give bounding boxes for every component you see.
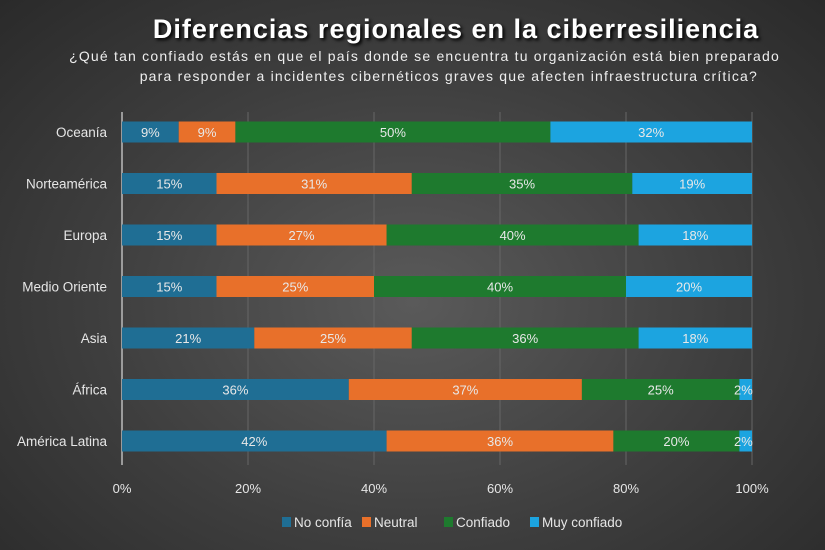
bar-segment (122, 276, 217, 297)
data-label: 25% (282, 280, 308, 295)
data-label: 9% (141, 125, 160, 140)
data-label: 18% (682, 331, 708, 346)
legend-label: Confiado (456, 515, 510, 530)
bar-segment (122, 430, 387, 452)
y-category-label: Medio Oriente (22, 280, 107, 295)
data-label: 36% (512, 331, 538, 346)
data-label: 35% (509, 177, 535, 192)
bar-segment (626, 276, 752, 297)
data-label: 20% (676, 280, 702, 295)
legend-label: No confía (294, 515, 352, 530)
legend-item-confiado: Confiado (444, 515, 510, 530)
x-tick-label: 20% (235, 481, 261, 496)
bar-segment (632, 173, 752, 194)
data-label: 20% (663, 434, 689, 449)
data-label: 19% (679, 177, 705, 192)
bar-segment (122, 224, 217, 246)
y-category-label: Oceanía (56, 125, 108, 140)
data-label: 2% (734, 383, 753, 398)
bar-segment (374, 276, 626, 297)
bar-segment (122, 379, 349, 400)
data-label: 15% (156, 280, 182, 295)
bar-segment (386, 224, 639, 246)
data-label: 40% (487, 280, 513, 295)
x-tick-label: 80% (613, 481, 639, 496)
legend-label: Muy confiado (542, 515, 622, 530)
bar-segment (216, 173, 412, 194)
data-label: 2% (734, 434, 753, 449)
data-label: 9% (198, 125, 217, 140)
legend-swatch (362, 517, 371, 527)
bar-segment (739, 430, 752, 452)
chart-title: Diferencias regionales en la ciberresili… (152, 14, 760, 44)
data-label: 37% (452, 383, 478, 398)
legend-item-muy-confiado: Muy confiado (530, 515, 622, 530)
legend-swatch (530, 517, 539, 527)
bar-segment (254, 327, 412, 349)
bar-segment (235, 121, 551, 143)
y-category-label: Europa (63, 228, 107, 243)
data-label: 50% (380, 125, 406, 140)
x-tick-label: 60% (487, 481, 513, 496)
y-category-label: Norteamérica (26, 177, 108, 192)
legend-item-neutral: Neutral (362, 515, 418, 530)
bar-segment (348, 379, 582, 400)
data-label: 42% (241, 434, 267, 449)
data-label: 18% (682, 228, 708, 243)
legend-item-no-confía: No confía (282, 515, 352, 530)
bar-segment (122, 173, 217, 194)
bar-segment (638, 224, 752, 246)
y-category-label: Asia (81, 331, 108, 346)
x-tick-label: 40% (361, 481, 387, 496)
legend-label: Neutral (374, 515, 418, 530)
legend-swatch (444, 517, 453, 527)
data-label: 21% (175, 331, 201, 346)
bar-segment (581, 379, 740, 400)
legend-swatch (282, 517, 291, 527)
bar-segment (638, 327, 752, 349)
data-label: 36% (222, 383, 248, 398)
bar-segment (739, 379, 752, 400)
bar-segment (216, 276, 374, 297)
bar-segment (122, 327, 255, 349)
chart-subtitle-line-2: para responder a incidentes cibernéticos… (139, 68, 758, 84)
data-label: 25% (648, 383, 674, 398)
data-label: 25% (320, 331, 346, 346)
y-category-label: América Latina (17, 434, 108, 449)
data-label: 40% (500, 228, 526, 243)
x-tick-label: 100% (735, 481, 769, 496)
y-category-label: África (72, 383, 107, 398)
bar-segment (411, 327, 639, 349)
data-label: 31% (301, 177, 327, 192)
bar-segment (178, 121, 236, 143)
x-tick-label: 0% (113, 481, 132, 496)
data-label: 15% (156, 228, 182, 243)
data-label: 15% (156, 177, 182, 192)
bar-segment (550, 121, 752, 143)
bar-segment (386, 430, 614, 452)
bar-segment (613, 430, 740, 452)
bar-segment (411, 173, 633, 194)
data-label: 27% (289, 228, 315, 243)
data-label: 36% (487, 434, 513, 449)
data-label: 32% (638, 125, 664, 140)
bar-segment (122, 121, 179, 143)
bar-segment (216, 224, 387, 246)
chart-subtitle-line-1: ¿Qué tan confiado estás en que el país d… (69, 48, 780, 64)
